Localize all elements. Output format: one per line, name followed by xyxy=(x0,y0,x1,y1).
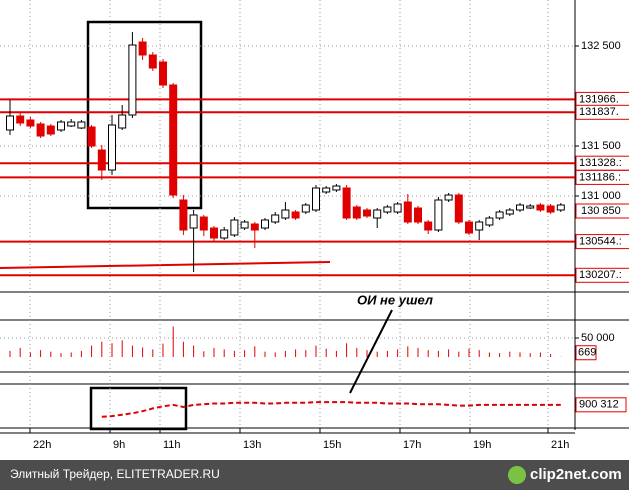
candle-body xyxy=(332,185,341,191)
candle-body xyxy=(322,187,331,193)
candle-body xyxy=(67,121,76,127)
level-label-box xyxy=(575,267,629,283)
candle-body xyxy=(373,209,382,219)
candle-body xyxy=(291,211,300,219)
candle-body xyxy=(199,216,208,231)
candle-body xyxy=(26,119,35,127)
candle-body xyxy=(169,84,178,196)
candle-body xyxy=(505,209,514,215)
candle-body xyxy=(128,44,137,116)
level-label: 131186.: xyxy=(579,171,621,183)
candle-body xyxy=(301,204,310,213)
last-oi-label: 900 312 xyxy=(579,399,619,411)
candle-body xyxy=(189,214,198,229)
level-label-box xyxy=(575,104,629,120)
overlay-line xyxy=(0,261,331,269)
last-volume-box xyxy=(575,345,597,361)
candle-body xyxy=(414,207,422,223)
candle-body xyxy=(342,187,351,219)
x-tick-label: 15h xyxy=(323,439,341,451)
level-label-box xyxy=(575,169,629,185)
candle-body xyxy=(261,219,269,229)
candle-body xyxy=(424,221,433,231)
candle-body xyxy=(36,123,45,137)
candle-body xyxy=(383,206,392,213)
x-tick-label: 17h xyxy=(403,439,421,451)
candle-body xyxy=(230,219,239,236)
candle-body xyxy=(97,149,106,171)
logo: clip2net.com xyxy=(530,466,622,483)
candle-body xyxy=(546,205,555,213)
x-tick-label: 13h xyxy=(243,439,261,451)
candle-body xyxy=(6,115,14,131)
y-tick-label: 132 500 xyxy=(581,40,621,52)
highlight-box xyxy=(89,386,188,431)
candle-body xyxy=(210,227,218,239)
highlight-box xyxy=(86,20,203,210)
candle-body xyxy=(352,206,361,219)
candle-body xyxy=(495,211,504,219)
candle-body xyxy=(556,204,565,211)
y-tick-label: 50 000 xyxy=(581,332,615,344)
candle-body xyxy=(403,201,412,223)
oi-line xyxy=(101,401,561,418)
candle-body xyxy=(312,187,320,211)
candle-body xyxy=(393,203,402,213)
candle-body xyxy=(271,214,280,223)
last-price-box xyxy=(575,203,629,219)
candle-body xyxy=(46,125,55,135)
y-tick-label: 131 000 xyxy=(581,190,621,202)
candle-body xyxy=(77,121,86,129)
candle-body xyxy=(485,217,494,226)
level-label-box xyxy=(575,234,629,250)
candle-body xyxy=(434,199,443,231)
candle-body xyxy=(240,221,249,229)
level-label: 131328.: xyxy=(579,157,622,169)
level-label: 130207.: xyxy=(579,269,622,281)
last-volume-label: 669 xyxy=(578,347,596,359)
candle-body xyxy=(536,204,545,211)
annotation-arrow xyxy=(349,309,393,394)
candle-body xyxy=(138,41,147,56)
x-tick-label: 9h xyxy=(113,439,125,451)
x-tick-label: 22h xyxy=(33,439,51,451)
candle-body xyxy=(220,229,229,239)
candle-body xyxy=(363,209,371,217)
candle-body xyxy=(465,221,473,234)
candle-body xyxy=(108,124,116,171)
last-price-label: 130 850 xyxy=(581,205,621,217)
candle-body xyxy=(148,54,157,69)
x-tick-label: 21h xyxy=(551,439,569,451)
x-tick-label: 11h xyxy=(163,439,181,451)
last-oi-box xyxy=(575,397,627,413)
candle-body xyxy=(87,126,96,147)
candle-body xyxy=(250,223,259,231)
footer-text: Элитный Трейдер, ELITETRADER.RU xyxy=(10,467,220,481)
y-tick-label: 131 500 xyxy=(581,140,621,152)
candle-body xyxy=(159,61,167,86)
logo-icon xyxy=(508,466,526,484)
candle-body xyxy=(444,194,453,201)
candle-body xyxy=(16,115,25,124)
level-label: 130544.: xyxy=(579,236,622,248)
candle-body xyxy=(281,209,290,219)
x-tick-label: 19h xyxy=(473,439,491,451)
level-label: 131837. xyxy=(579,106,619,118)
candle-body xyxy=(454,194,463,223)
candle-body xyxy=(179,199,188,231)
candle-body xyxy=(526,205,535,209)
candle-body xyxy=(475,221,484,231)
annotation: ОИ не ушел xyxy=(357,292,433,307)
candle-body xyxy=(118,114,127,129)
candle-body xyxy=(516,204,524,211)
level-label: 131966. xyxy=(579,93,619,105)
candle-body xyxy=(57,121,65,131)
